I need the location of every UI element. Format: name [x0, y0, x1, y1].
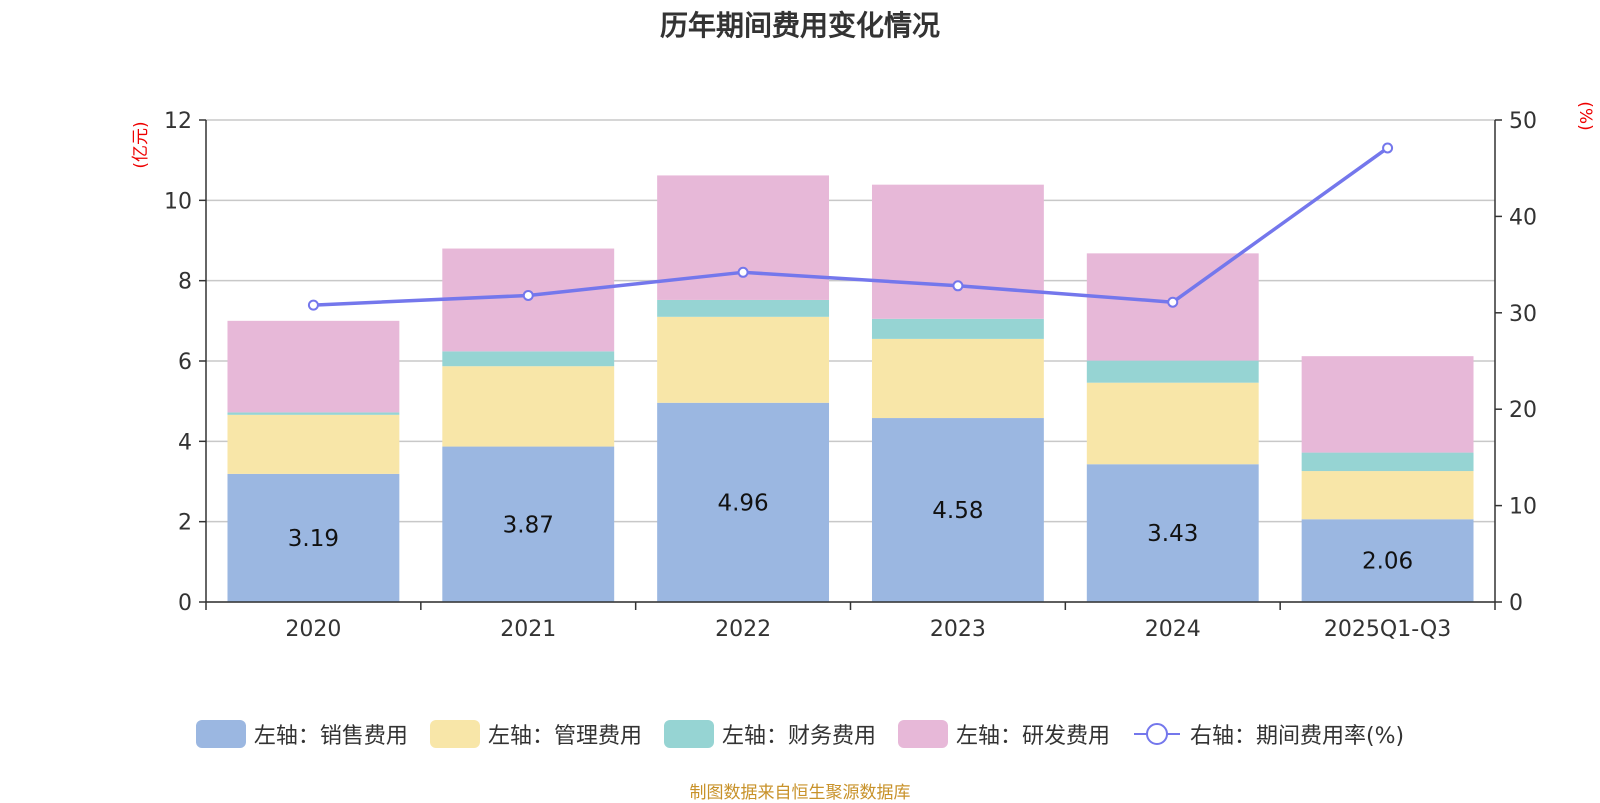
left-axis-tick-label: 8 — [178, 270, 192, 295]
bar-value-label: 4.58 — [932, 498, 983, 524]
x-axis-tick-label: 2024 — [1145, 617, 1201, 642]
bar-segment — [227, 414, 400, 474]
bar-segment — [1301, 452, 1474, 472]
bar-value-label: 2.06 — [1362, 549, 1413, 575]
expense-ratio-point — [1167, 296, 1179, 308]
bar-segment — [657, 299, 830, 317]
left-axis-tick-label: 6 — [178, 350, 192, 375]
bar-segment — [442, 446, 615, 602]
bar-segment — [1086, 464, 1259, 602]
left-axis-tick-label: 2 — [178, 511, 192, 536]
legend-label: 右轴：期间费用率(%) — [1189, 724, 1405, 749]
left-axis-unit-label: (亿元) — [131, 121, 151, 168]
right-axis-tick-label: 0 — [1509, 591, 1523, 616]
x-axis-tick-label: 2020 — [285, 617, 341, 642]
expense-ratio-line — [313, 146, 1389, 307]
expense-ratio-point — [307, 299, 319, 311]
expense-ratio-point — [952, 280, 964, 292]
x-axis-tick-label: 2022 — [715, 617, 771, 642]
bar-series — [227, 175, 1474, 602]
bar-segment — [1301, 519, 1474, 602]
bar-segment — [1086, 360, 1259, 383]
chart-canvas: 3.19 3.87 4.96 4.58 3.43 2.06 0 2 4 6 8 10 12 0 10 20 3… — [131, 101, 1595, 642]
chart-title: 历年期间费用变化情况 — [659, 9, 940, 42]
legend-swatch — [429, 720, 480, 748]
right-axis-tick-label: 40 — [1509, 205, 1537, 230]
expense-ratio-point — [1382, 142, 1394, 154]
legend-item[interactable]: 右轴：期间费用率(%) — [1132, 718, 1404, 750]
right-axis-unit-label: (%) — [1575, 101, 1595, 130]
legend-label: 左轴：研发费用 — [955, 724, 1110, 749]
legend-label: 左轴：财务费用 — [721, 724, 876, 749]
legend-label: 左轴：管理费用 — [487, 724, 642, 749]
bar-segment — [657, 175, 830, 300]
bar-segment — [442, 366, 615, 447]
legend-line-marker-icon — [1133, 723, 1180, 745]
bar-value-label: 3.19 — [288, 526, 339, 552]
bar-segment — [227, 473, 400, 602]
bar-segment — [657, 402, 830, 602]
line-series — [307, 142, 1394, 311]
bar-segment — [442, 351, 615, 367]
right-axis-tick-label: 50 — [1509, 109, 1537, 134]
legend-label: 左轴：销售费用 — [253, 724, 408, 749]
right-axis-tick-label: 10 — [1509, 495, 1537, 520]
left-axis-tick-label: 0 — [178, 591, 192, 616]
bar-value-labels: 3.19 3.87 4.96 4.58 3.43 2.06 — [288, 490, 1413, 574]
left-axis-tick-label: 4 — [178, 430, 192, 455]
bar-segment — [871, 318, 1044, 339]
bar-segment — [227, 412, 400, 415]
bar-segment — [227, 320, 400, 413]
bar-segment — [871, 338, 1044, 419]
legend-item[interactable]: 左轴：管理费用 — [429, 718, 642, 750]
legend-swatch — [663, 720, 714, 748]
x-axis-tick-label: 2021 — [500, 617, 556, 642]
right-axis-tick-label: 30 — [1509, 302, 1537, 327]
left-axis-tick-label: 10 — [164, 189, 192, 214]
data-source-note: 制图数据来自恒生聚源数据库 — [689, 783, 911, 803]
bar-segment — [1086, 382, 1259, 465]
bar-segment — [871, 418, 1044, 602]
legend-item[interactable]: 左轴：销售费用 — [195, 718, 408, 750]
x-axis-tick-label: 2023 — [930, 617, 986, 642]
bar-value-label: 4.96 — [717, 490, 768, 516]
right-axis-tick-label: 20 — [1509, 398, 1537, 423]
legend: 左轴：销售费用 左轴：管理费用 左轴：财务费用 左轴：研发费用 右轴：期间费用率(%) — [0, 718, 1600, 750]
legend-swatch — [195, 720, 246, 748]
expense-ratio-point — [737, 266, 749, 278]
expense-ratio-point — [522, 289, 534, 301]
bar-segment — [871, 184, 1044, 319]
bar-value-label: 3.87 — [503, 512, 554, 538]
legend-item[interactable]: 左轴：财务费用 — [663, 718, 876, 750]
bar-segment — [1301, 471, 1474, 520]
bar-segment — [1301, 356, 1474, 453]
bar-value-label: 3.43 — [1147, 521, 1198, 547]
legend-swatch — [897, 720, 948, 748]
x-axis-tick-label: 2025Q1-Q3 — [1324, 617, 1451, 642]
left-axis-tick-label: 12 — [164, 109, 192, 134]
bar-segment — [657, 316, 830, 403]
axes: 0 2 4 6 8 10 12 0 10 20 30 40 50 2020 2021 2022 2023 2024… — [164, 109, 1537, 642]
legend-item[interactable]: 左轴：研发费用 — [897, 718, 1110, 750]
